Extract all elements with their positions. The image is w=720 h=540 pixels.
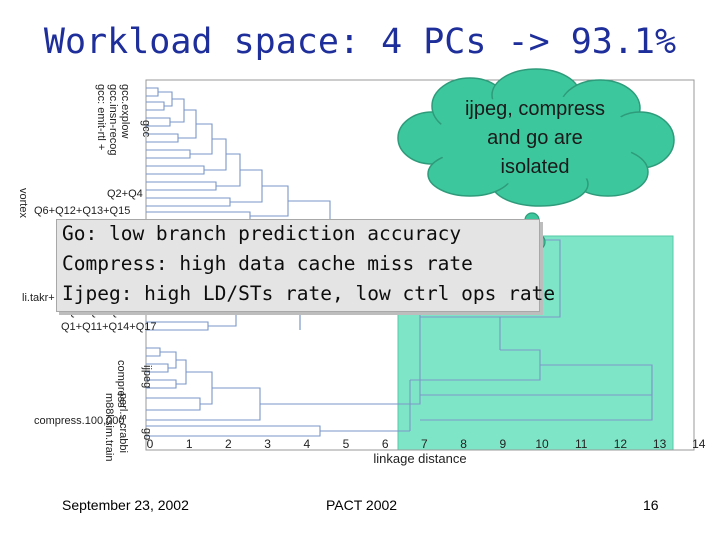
tick-label: 7 bbox=[421, 437, 428, 451]
tick-label: 10 bbox=[535, 437, 549, 451]
leaf-label: Q1+Q11+Q14+Q17 bbox=[61, 321, 157, 333]
tick-label: 13 bbox=[653, 437, 667, 451]
tick-label: 4 bbox=[303, 437, 310, 451]
leaf-label: compress.100,000 bbox=[34, 415, 125, 427]
tick-label: 2 bbox=[225, 437, 232, 451]
x-axis-ticks: 0 1 2 3 4 5 6 7 8 9 10 11 12 13 14 bbox=[147, 437, 706, 451]
note-compress: Compress: high data cache miss rate bbox=[62, 252, 473, 275]
tick-label: 0 bbox=[147, 437, 154, 451]
leaf-label: Q6+Q12+Q13+Q15 bbox=[34, 205, 130, 217]
note-ijpeg: Ijpeg: high LD/STs rate, low ctrl ops ra… bbox=[62, 282, 556, 305]
leaf-label: m88ksim.train bbox=[103, 393, 115, 461]
leaf-label: ijpeg bbox=[141, 365, 153, 388]
note-go: Go: low branch prediction accuracy bbox=[62, 222, 462, 245]
callout-line: and go are bbox=[487, 127, 583, 149]
leaf-label: gcc.insn-recog bbox=[107, 84, 119, 156]
footer-venue: PACT 2002 bbox=[326, 497, 398, 513]
tick-label: 5 bbox=[343, 437, 350, 451]
leaf-label: go bbox=[141, 428, 153, 440]
leaf-label: perl.s.crabbi bbox=[117, 393, 129, 453]
tick-label: 11 bbox=[575, 437, 588, 451]
tick-label: 6 bbox=[382, 437, 389, 451]
leaf-label: gcc bbox=[140, 120, 152, 138]
leaf-label: gcc: emit-rtl + bbox=[95, 84, 107, 150]
leaf-label: vortex bbox=[17, 188, 29, 218]
slide-title: Workload space: 4 PCs -> 93.1% bbox=[43, 22, 677, 62]
leaf-label: Q2+Q4 bbox=[107, 188, 143, 200]
leaf-label: li.takr+ bbox=[22, 292, 55, 304]
footer-date: September 23, 2002 bbox=[62, 497, 189, 513]
x-axis-label: linkage distance bbox=[373, 451, 466, 466]
vertical-labels: gcc: emit-rtl + gcc.insn-recog gcc.explow g… bbox=[17, 84, 153, 461]
tick-label: 14 bbox=[692, 437, 706, 451]
note-box bbox=[56, 219, 540, 312]
leaf-label: compress bbox=[115, 360, 127, 408]
footer-page-number: 16 bbox=[643, 497, 659, 513]
tick-label: 12 bbox=[614, 437, 628, 451]
tick-label: 1 bbox=[186, 437, 193, 451]
callout-line: ijpeg, compress bbox=[464, 98, 606, 120]
tick-label: 9 bbox=[499, 437, 506, 451]
callout-cloud bbox=[397, 68, 675, 207]
callout-line: isolated bbox=[500, 156, 570, 178]
callout-text: ijpeg, compress and go are isolated bbox=[440, 95, 630, 182]
leaf-label: gcc.explow bbox=[119, 84, 131, 138]
tick-label: 3 bbox=[264, 437, 271, 451]
tick-label: 8 bbox=[460, 437, 467, 451]
